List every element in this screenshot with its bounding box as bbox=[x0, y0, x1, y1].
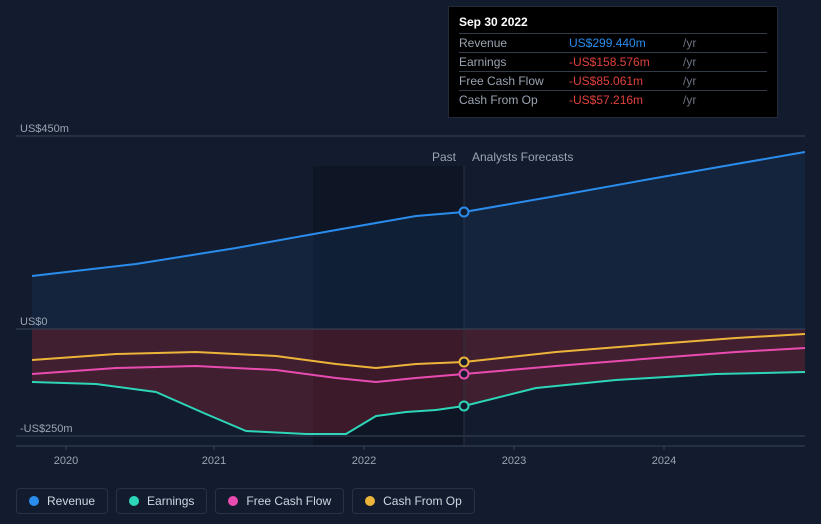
tooltip-row: Free Cash Flow-US$85.061m/yr bbox=[459, 71, 767, 90]
chart-tooltip: Sep 30 2022 RevenueUS$299.440m/yrEarning… bbox=[448, 6, 778, 118]
svg-text:-US$250m: -US$250m bbox=[20, 423, 73, 435]
legend-dot bbox=[228, 496, 238, 506]
svg-text:2021: 2021 bbox=[202, 455, 226, 467]
svg-text:2020: 2020 bbox=[54, 455, 78, 467]
legend-dot bbox=[29, 496, 39, 506]
tooltip-metric-value: -US$158.576m bbox=[569, 55, 679, 69]
tooltip-metric-value: -US$85.061m bbox=[569, 74, 679, 88]
tooltip-date: Sep 30 2022 bbox=[459, 15, 767, 29]
tooltip-metric-label: Free Cash Flow bbox=[459, 74, 569, 88]
tooltip-metric-unit: /yr bbox=[683, 55, 696, 69]
legend-item-free-cash-flow[interactable]: Free Cash Flow bbox=[215, 488, 344, 514]
legend-label: Earnings bbox=[147, 494, 194, 508]
chart-legend: Revenue Earnings Free Cash Flow Cash From O… bbox=[16, 488, 475, 514]
tooltip-metric-label: Cash From Op bbox=[459, 93, 569, 107]
svg-text:2022: 2022 bbox=[352, 455, 376, 467]
tooltip-metric-value: -US$57.216m bbox=[569, 93, 679, 107]
legend-item-earnings[interactable]: Earnings bbox=[116, 488, 207, 514]
legend-item-revenue[interactable]: Revenue bbox=[16, 488, 108, 514]
tooltip-metric-label: Earnings bbox=[459, 55, 569, 69]
legend-label: Free Cash Flow bbox=[246, 494, 331, 508]
tooltip-metric-unit: /yr bbox=[683, 74, 696, 88]
tooltip-row: RevenueUS$299.440m/yr bbox=[459, 33, 767, 52]
svg-text:Analysts Forecasts: Analysts Forecasts bbox=[472, 150, 573, 164]
svg-text:US$450m: US$450m bbox=[20, 123, 69, 135]
tooltip-row: Cash From Op-US$57.216m/yr bbox=[459, 90, 767, 109]
tooltip-metric-label: Revenue bbox=[459, 36, 569, 50]
svg-text:Past: Past bbox=[432, 150, 457, 164]
tooltip-metric-unit: /yr bbox=[683, 93, 696, 107]
svg-text:2023: 2023 bbox=[502, 455, 526, 467]
legend-label: Cash From Op bbox=[383, 494, 462, 508]
svg-text:2024: 2024 bbox=[652, 455, 676, 467]
svg-text:US$0: US$0 bbox=[20, 316, 48, 328]
tooltip-metric-value: US$299.440m bbox=[569, 36, 679, 50]
legend-dot bbox=[129, 496, 139, 506]
tooltip-metric-unit: /yr bbox=[683, 36, 696, 50]
legend-label: Revenue bbox=[47, 494, 95, 508]
tooltip-row: Earnings-US$158.576m/yr bbox=[459, 52, 767, 71]
legend-dot bbox=[365, 496, 375, 506]
legend-item-cash-from-op[interactable]: Cash From Op bbox=[352, 488, 475, 514]
